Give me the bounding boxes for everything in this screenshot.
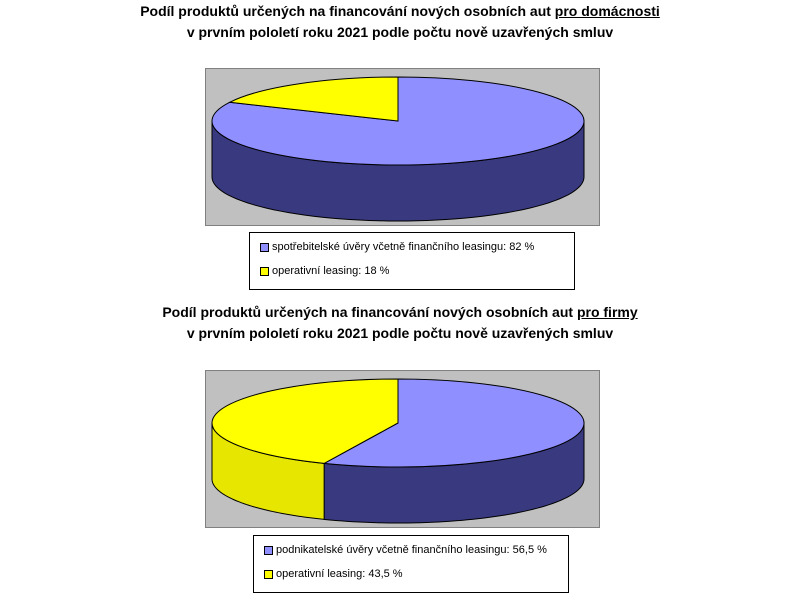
- chart2-title: Podíl produktů určených na financování n…: [162, 304, 638, 341]
- legend-label: operativní leasing: 18 %: [272, 265, 390, 277]
- legend-item: spotřebitelské úvěry včetně finančního l…: [260, 241, 534, 253]
- legend-label: operativní leasing: 43,5 %: [276, 568, 403, 580]
- chart1-slice-2: [227, 76, 399, 122]
- chart2-slice-1: [322, 378, 585, 468]
- legend-item: podnikatelské úvěry včetně finančního le…: [264, 544, 547, 556]
- chart2-plot-area: [205, 370, 600, 528]
- legend-swatch: [260, 242, 269, 252]
- chart1-plot-area: [205, 68, 600, 226]
- legend-item: operativní leasing: 18 %: [260, 265, 389, 277]
- chart1-title: Podíl produktů určených na financování n…: [140, 3, 660, 40]
- chart1-legend: spotřebitelské úvěry včetně finančního l…: [249, 232, 575, 290]
- legend-item: operativní leasing: 43,5 %: [264, 568, 403, 580]
- chart2-legend: podnikatelské úvěry včetně finančního le…: [253, 535, 569, 593]
- chart1-pie: [211, 76, 585, 222]
- legend-swatch: [264, 569, 273, 579]
- legend-label: spotřebitelské úvěry včetně finančního l…: [272, 241, 535, 253]
- chart2-pie: [211, 378, 585, 524]
- legend-swatch: [260, 266, 269, 276]
- legend-label: podnikatelské úvěry včetně finančního le…: [276, 544, 547, 556]
- legend-swatch: [264, 545, 273, 555]
- chart2-slice-2: [211, 378, 399, 464]
